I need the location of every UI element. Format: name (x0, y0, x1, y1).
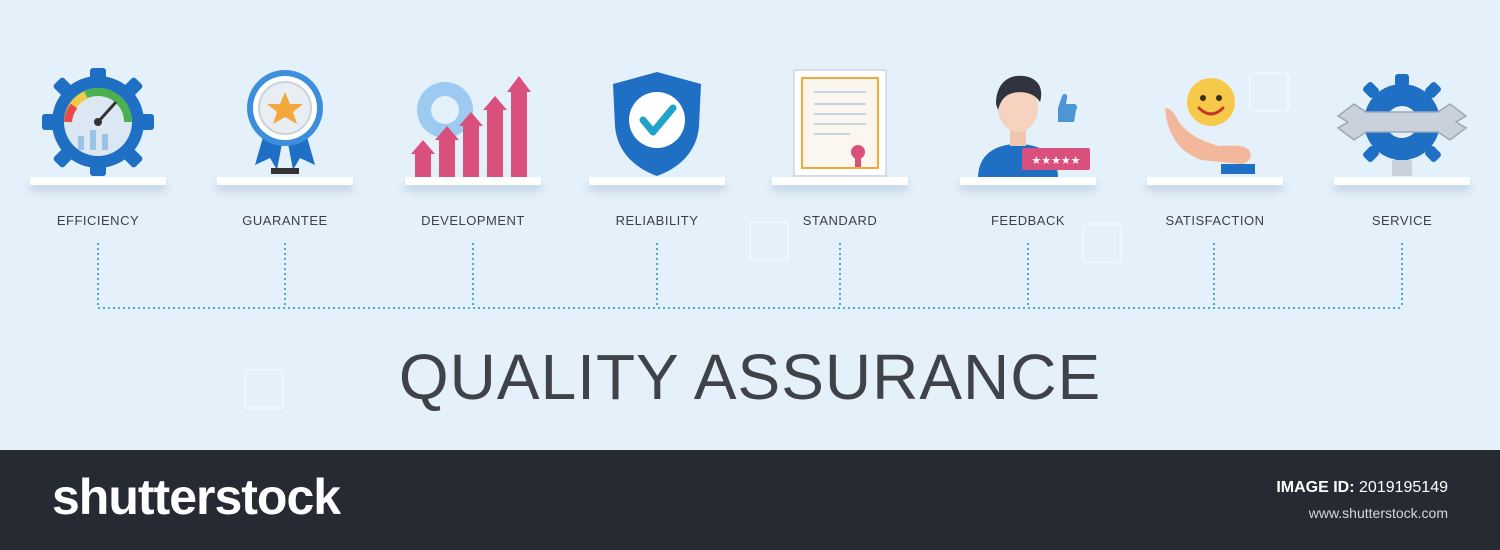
item-label: STANDARD (802, 213, 878, 228)
shelf (30, 177, 166, 185)
growth-chart-gear-icon (411, 76, 531, 177)
item-satisfaction: SATISFACTION (1145, 60, 1285, 235)
item-standard: STANDARD (770, 60, 910, 235)
svg-text:★★★★★: ★★★★★ (1031, 154, 1080, 167)
site-url[interactable]: www.shutterstock.com (1308, 505, 1448, 521)
shield-check-icon (613, 72, 701, 176)
item-label: RELIABILITY (615, 213, 699, 228)
certificate-icon (793, 69, 887, 177)
item-guarantee: GUARANTEE (215, 60, 355, 235)
wrench-gear-icon (1336, 74, 1468, 176)
item-development: DEVELOPMENT (403, 60, 543, 235)
footer-bar: shutterstock IMAGE ID: 2019195149 www.sh… (0, 450, 1500, 550)
user-rating-icon: ★★★★★ (978, 75, 1090, 178)
shelf (589, 177, 725, 185)
image-id: IMAGE ID: 2019195149 (1276, 479, 1448, 497)
image-id-value: 2019195149 (1359, 479, 1448, 496)
shelf (1334, 177, 1470, 185)
infographic-title: QUALITY ASSURANCE (398, 341, 1102, 413)
shelf (1147, 177, 1283, 185)
item-label: FEEDBACK (990, 213, 1066, 228)
infographic-canvas: EFFICIENCY GUARANTEE (0, 0, 1500, 450)
item-reliability: RELIABILITY (587, 60, 727, 235)
brand-logo[interactable]: shutterstock (52, 469, 341, 525)
item-label: GUARANTEE (242, 213, 328, 228)
item-efficiency: EFFICIENCY (28, 60, 168, 235)
item-label: EFFICIENCY (56, 213, 140, 228)
award-medal-icon (247, 70, 323, 174)
item-label: SERVICE (1371, 213, 1433, 228)
image-id-label: IMAGE ID: (1276, 479, 1355, 496)
smile-hand-icon (1165, 78, 1255, 174)
item-feedback: ★★★★★ FEEDBACK (958, 60, 1098, 235)
item-label: SATISFACTION (1165, 213, 1265, 228)
item-service: SERVICE (1332, 60, 1472, 235)
shelf (405, 177, 541, 185)
shelf (960, 177, 1096, 185)
speedometer-gear-icon (42, 68, 154, 176)
shelf (217, 177, 353, 185)
item-label: DEVELOPMENT (421, 213, 525, 228)
shelf (772, 177, 908, 185)
